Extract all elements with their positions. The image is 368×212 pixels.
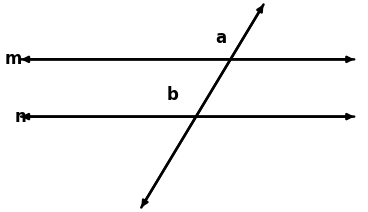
Text: m: m [4,50,22,68]
Text: a: a [215,29,226,47]
Text: b: b [167,86,179,104]
Text: n: n [14,108,26,126]
